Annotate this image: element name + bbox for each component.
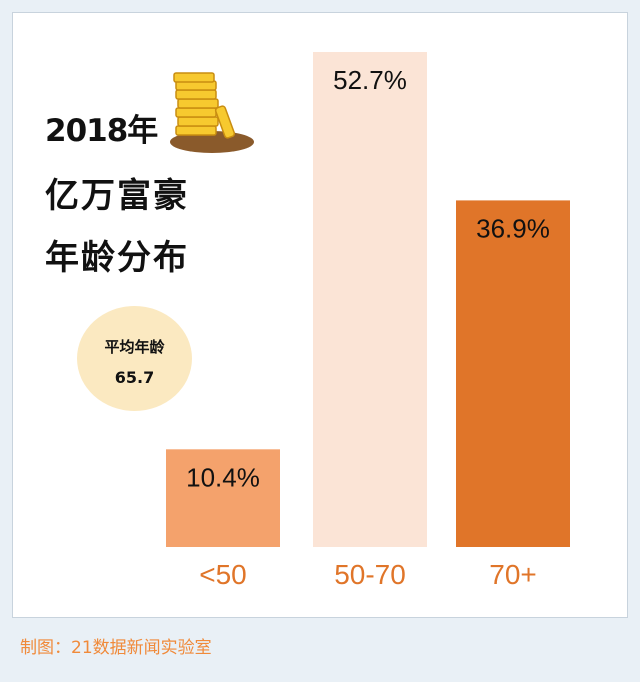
source-credit: 制图：21数据新闻实验室 — [20, 638, 212, 658]
title-billionaires: 亿万富豪 — [45, 176, 189, 216]
title-year: 2018年 — [45, 113, 158, 149]
title-age-distribution: 年龄分布 — [45, 238, 189, 278]
average-age-value: 65.7 — [114, 368, 155, 387]
average-age-label: 平均年龄 — [104, 338, 165, 356]
average-age-badge: 平均年龄 65.7 — [77, 306, 192, 411]
gold-coin-stack-icon — [170, 72, 254, 153]
